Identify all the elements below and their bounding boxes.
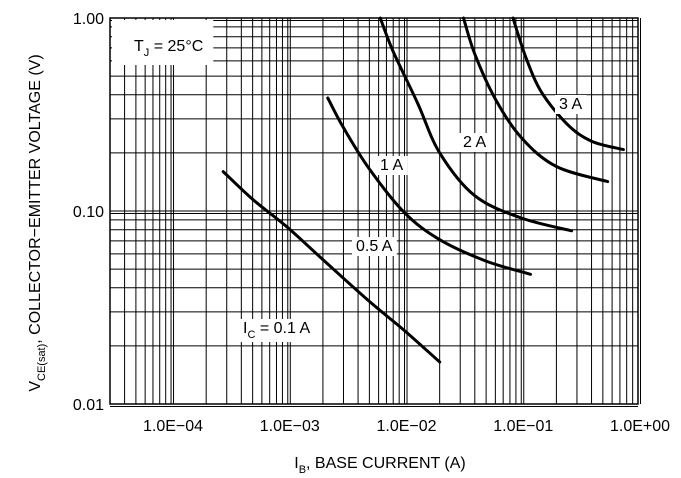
annotation-symbol: T [134, 38, 144, 55]
plot-frame [109, 17, 639, 405]
series-label-background [376, 156, 408, 175]
x-tick-label: 1.0E+00 [610, 418, 670, 435]
x-axis-title-text: , BASE CURRENT (A) [306, 455, 466, 472]
x-axis-title-subscript: B [299, 464, 306, 476]
series-label-1a: 1 A [380, 157, 403, 174]
x-axis-title-symbol: I [294, 455, 298, 472]
data-series [221, 16, 625, 364]
y-tick-label: 1.00 [73, 11, 104, 28]
annotation-background [112, 20, 214, 65]
y-tick-label: 0.01 [73, 397, 104, 414]
y-axis-ticks: 1.00 0.10 0.01 [73, 11, 104, 414]
y-axis-title-text: , COLLECTOR−EMITTER VOLTAGE (V) [27, 54, 44, 343]
series-curve-1 [326, 96, 532, 276]
temperature-annotation: TJ = 25°C [112, 20, 214, 65]
x-tick-label: 1.0E−02 [376, 418, 436, 435]
series-label-0.5a: 0.5 A [356, 238, 393, 255]
series-curve-3 [462, 16, 610, 184]
temperature-annotation-text: TJ = 25°C [134, 38, 203, 59]
series-curve-2 [378, 16, 574, 233]
series-label-3a: 3 A [559, 96, 582, 113]
annotation-subscript: J [144, 47, 150, 59]
series-label-background [459, 133, 491, 152]
series-labels: IC = 0.1 A 0.5 A 1 A 2 A 3 A [239, 95, 587, 342]
x-tick-label: 1.0E−04 [143, 418, 203, 435]
y-axis-title-subscript: CE(sat) [36, 344, 48, 381]
series-label-value: = 0.1 A [255, 320, 310, 337]
annotation-value: = 25°C [149, 38, 203, 55]
series-label-2a: 2 A [463, 134, 486, 151]
series-label-symbol: I [243, 320, 247, 337]
series-curve-4 [511, 16, 625, 152]
series-curve-0 [221, 170, 442, 364]
series-label-background [555, 95, 587, 114]
series-label-background [352, 237, 397, 256]
x-axis-title: IB, BASE CURRENT (A) [294, 455, 466, 476]
x-axis-ticks: 1.0E−04 1.0E−03 1.0E−02 1.0E−01 1.0E+00 [143, 418, 670, 435]
x-tick-label: 1.0E−01 [493, 418, 553, 435]
series-label-ic-0.1a: IC = 0.1 A [243, 320, 310, 341]
series-label-subscript: C [247, 329, 255, 341]
y-axis-title-symbol: V [27, 381, 44, 392]
y-axis-title: VCE(sat), COLLECTOR−EMITTER VOLTAGE (V) [27, 54, 48, 391]
y-tick-label: 0.10 [73, 204, 104, 221]
series-label-background [239, 319, 315, 342]
x-tick-label: 1.0E−03 [260, 418, 320, 435]
